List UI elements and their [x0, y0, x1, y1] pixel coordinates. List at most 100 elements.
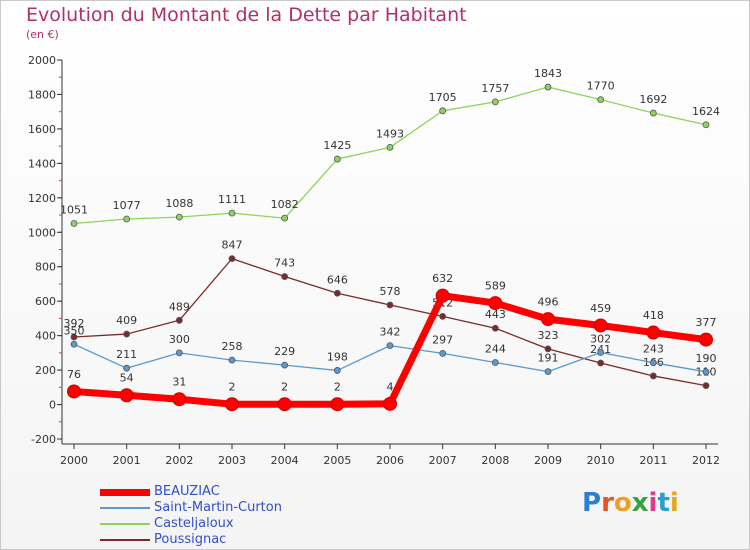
data-label: 1088 — [165, 197, 193, 210]
legend-label-beauziac: BEAUZIAC — [154, 484, 220, 499]
data-label: 54 — [120, 372, 134, 385]
legend-item-saint-martin-curton: Saint-Martin-Curton — [100, 500, 282, 516]
series-casteljaloux: 1051 1077 1088 1111 1082 1425 1493 1705 1757 1843… — [60, 67, 720, 227]
x-tick-label: 2009 — [534, 454, 562, 467]
x-tick-label: 2002 — [165, 454, 193, 467]
legend-swatch-poussignac — [100, 539, 150, 541]
data-label: 459 — [590, 302, 611, 315]
y-tick-label: 1800 — [28, 88, 56, 101]
data-point — [123, 215, 131, 223]
data-label: 409 — [116, 314, 137, 327]
data-label: 323 — [538, 329, 559, 342]
y-tick-label: 800 — [35, 261, 56, 274]
data-label: 392 — [64, 317, 85, 330]
data-label: 578 — [380, 285, 401, 298]
x-tick-label: 2004 — [271, 454, 299, 467]
data-label: 589 — [485, 280, 506, 293]
data-point — [175, 213, 183, 221]
data-label: 418 — [643, 309, 664, 322]
x-tick-label: 2008 — [481, 454, 509, 467]
data-label: 302 — [590, 333, 611, 346]
data-point — [333, 155, 341, 163]
data-point — [228, 356, 236, 364]
data-label: 1111 — [218, 193, 246, 206]
data-point — [277, 397, 292, 412]
y-tick-label: 600 — [35, 295, 56, 308]
data-label: 342 — [380, 326, 401, 339]
data-point — [649, 109, 657, 117]
y-tick-label: 2000 — [28, 54, 56, 67]
series-beauziac: 76 54 31 2 2 2 4 632 589 496 459 418 377 — [67, 272, 717, 412]
x-tick-label: 2012 — [692, 454, 720, 467]
x-tick-label: 2000 — [60, 454, 88, 467]
legend: BEAUZIAC Saint-Martin-Curton Casteljaloux P… — [100, 484, 282, 548]
data-label: 1705 — [429, 91, 457, 104]
x-tick-label: 2003 — [218, 454, 246, 467]
data-point — [593, 318, 608, 333]
data-point — [541, 312, 555, 327]
x-tick-label: 2006 — [376, 454, 404, 467]
legend-item-poussignac: Poussignac — [100, 532, 282, 548]
data-point — [386, 301, 394, 309]
data-label: 300 — [169, 333, 190, 346]
data-label: 4 — [387, 380, 394, 393]
data-label: 847 — [222, 239, 243, 252]
data-label: 1051 — [60, 203, 88, 216]
data-label: 229 — [274, 345, 295, 358]
data-label: 377 — [696, 316, 717, 329]
data-label: 1624 — [692, 105, 720, 118]
chart-title: Evolution du Montant de la Dette par Hab… — [26, 4, 467, 26]
logo-letter: i — [648, 488, 658, 518]
data-point — [646, 325, 661, 340]
data-point — [70, 340, 78, 348]
data-point — [228, 209, 236, 217]
data-point — [70, 220, 78, 227]
data-point — [702, 121, 710, 129]
logo-letter: r — [601, 488, 614, 518]
data-point — [544, 368, 552, 376]
data-point — [649, 372, 657, 380]
legend-item-casteljaloux: Casteljaloux — [100, 516, 282, 532]
data-point — [435, 288, 450, 303]
series-line-poussignac — [73, 257, 707, 387]
x-tick-label: 2011 — [639, 454, 667, 467]
data-label: 350 — [64, 324, 85, 337]
data-point — [281, 361, 289, 369]
y-tick-label: 1400 — [28, 157, 56, 170]
legend-item-beauziac: BEAUZIAC — [100, 484, 282, 500]
data-point — [491, 359, 499, 366]
data-label: 1425 — [323, 139, 351, 152]
proxiti-logo: Proxiti — [582, 488, 679, 518]
data-point — [228, 255, 236, 263]
data-label: 198 — [327, 350, 348, 363]
data-label: 489 — [169, 300, 190, 313]
data-point — [488, 296, 503, 311]
data-label: 632 — [432, 272, 453, 285]
data-point — [649, 359, 657, 367]
data-point — [330, 397, 345, 412]
data-label: 1843 — [534, 67, 562, 80]
y-tick-label: 0 — [49, 399, 56, 412]
data-point — [597, 359, 605, 367]
data-point — [386, 342, 394, 350]
x-tick-label: 2005 — [323, 454, 351, 467]
x-tick-label: 2010 — [587, 454, 615, 467]
legend-swatch-saint-martin-curton — [100, 507, 150, 509]
legend-swatch-casteljaloux — [100, 523, 150, 525]
data-label: 191 — [538, 352, 559, 365]
data-point — [597, 96, 605, 104]
data-point — [333, 289, 341, 297]
data-label: 743 — [274, 257, 295, 270]
data-label: 211 — [116, 348, 137, 361]
data-label: 496 — [538, 296, 559, 309]
x-tick-label: 2001 — [113, 454, 141, 467]
data-label: 190 — [696, 352, 717, 365]
data-point — [544, 345, 552, 353]
chart-subtitle: (en €) — [26, 28, 59, 41]
data-label: 244 — [485, 343, 506, 356]
y-tick-label: 1600 — [28, 123, 56, 136]
x-tick-label: 2007 — [429, 454, 457, 467]
data-point — [333, 367, 341, 374]
data-label: 2 — [281, 381, 288, 394]
